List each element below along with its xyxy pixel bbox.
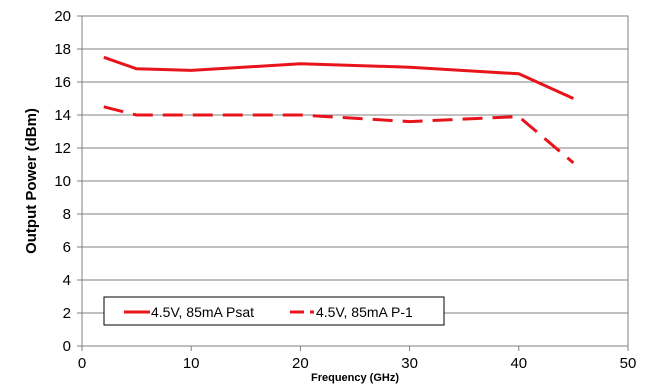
- y-tick-label: 18: [54, 41, 71, 58]
- x-tick-label: 50: [620, 355, 637, 372]
- legend: 4.5V, 85mA Psat 4.5V, 85mA P-1: [103, 296, 445, 326]
- x-tick-label: 40: [510, 355, 527, 372]
- y-tick-label: 12: [54, 140, 71, 157]
- legend-label-p1: 4.5V, 85mA P-1: [316, 304, 413, 320]
- x-axis-title: Frequency (GHz): [311, 372, 399, 384]
- x-tick-label: 0: [78, 355, 86, 372]
- series-line-p1: [103, 105, 575, 165]
- y-tick-label: 20: [54, 8, 71, 25]
- series-line-psat: [103, 55, 575, 100]
- y-tick-label: 8: [63, 206, 71, 223]
- legend-box: [103, 296, 445, 326]
- y-axis-title: Output Power (dBm): [23, 108, 40, 254]
- x-tick-label: 20: [292, 355, 309, 372]
- y-tick-label: 16: [54, 74, 71, 91]
- series-layer: [103, 55, 575, 165]
- y-tick-label: 10: [54, 173, 71, 190]
- tick-labels: 0 2 4 6 8 10 12 14 16 18 20 0 10 20 30 40 50: [54, 8, 636, 372]
- axes: [77, 15, 629, 351]
- y-tick-label: 4: [63, 272, 71, 289]
- legend-label-psat: 4.5V, 85mA Psat: [151, 304, 254, 320]
- y-tick-label: 2: [63, 305, 71, 322]
- x-tick-label: 30: [401, 355, 418, 372]
- y-tick-label: 0: [63, 338, 71, 355]
- x-tick-label: 10: [183, 355, 200, 372]
- y-tick-label: 6: [63, 239, 71, 256]
- y-tick-label: 14: [54, 107, 71, 124]
